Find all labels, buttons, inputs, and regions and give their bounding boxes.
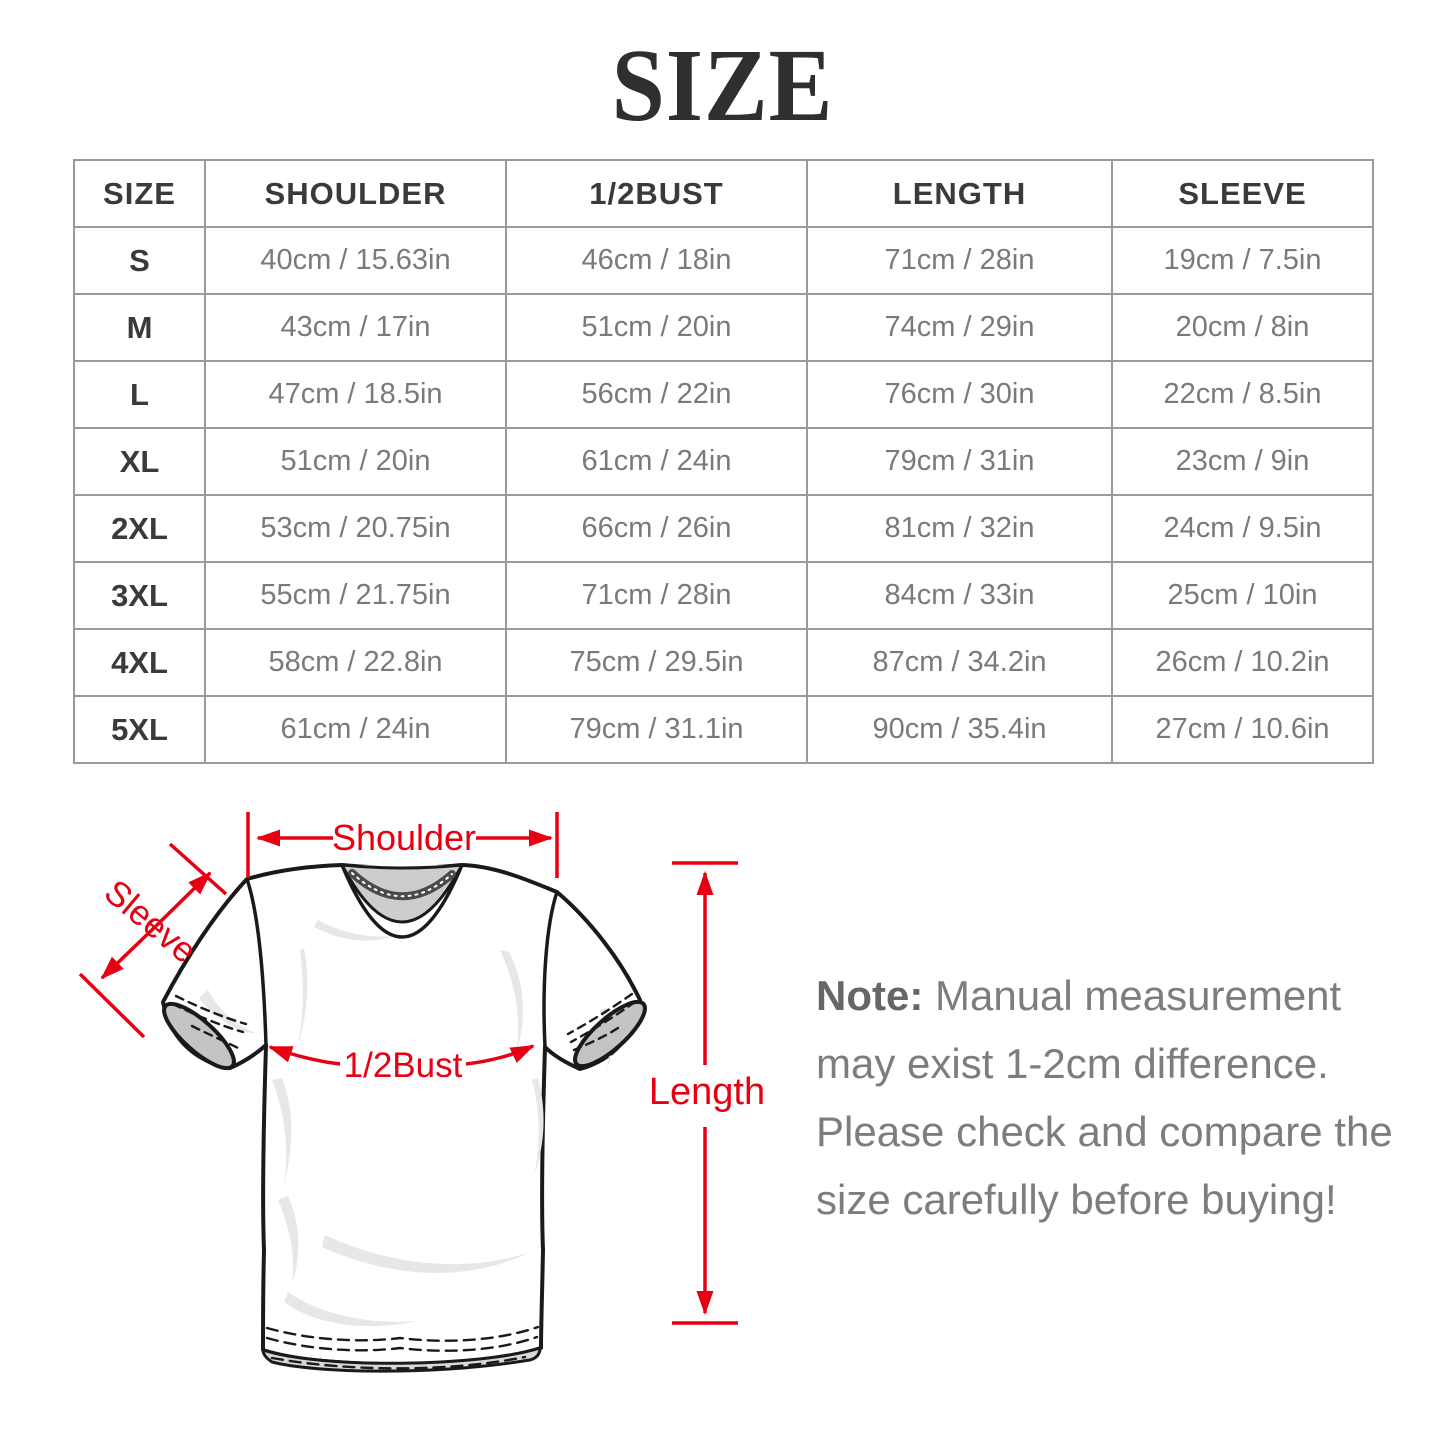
table-header-row: SIZE SHOULDER 1/2BUST LENGTH SLEEVE: [73, 159, 1374, 228]
table-row: 4XL 58cm / 22.8in 75cm / 29.5in 87cm / 3…: [73, 628, 1374, 697]
table-row: S 40cm / 15.63in 46cm / 18in 71cm / 28in…: [73, 226, 1374, 295]
shoulder-cell: 53cm / 20.75in: [204, 494, 507, 563]
length-cell: 90cm / 35.4in: [806, 695, 1113, 764]
length-cell: 71cm / 28in: [806, 226, 1113, 295]
page-title: SIZE: [611, 28, 834, 143]
bust-cell: 61cm / 24in: [505, 427, 808, 496]
shoulder-cell: 55cm / 21.75in: [204, 561, 507, 630]
shoulder-label: Shoulder: [332, 817, 476, 858]
size-cell: 4XL: [73, 628, 206, 697]
note-text: Manual measurement may exist 1-2cm diffe…: [816, 972, 1393, 1224]
bust-measure-arrow: [268, 1044, 535, 1066]
header-shoulder: SHOULDER: [204, 159, 507, 228]
bust-cell: 75cm / 29.5in: [505, 628, 808, 697]
sleeve-measure-arrow: [78, 842, 228, 1039]
header-sleeve: SLEEVE: [1111, 159, 1374, 228]
bust-cell: 51cm / 20in: [505, 293, 808, 362]
header-bust: 1/2BUST: [505, 159, 808, 228]
shoulder-cell: 58cm / 22.8in: [204, 628, 507, 697]
bust-label: 1/2Bust: [344, 1046, 463, 1085]
shoulder-cell: 61cm / 24in: [204, 695, 507, 764]
shoulder-measure-arrow: [246, 812, 559, 878]
size-cell: 5XL: [73, 695, 206, 764]
bust-cell: 46cm / 18in: [505, 226, 808, 295]
table-row: XL 51cm / 20in 61cm / 24in 79cm / 31in 2…: [73, 427, 1374, 496]
armhole-seam-left: [245, 877, 268, 1047]
size-cell: S: [73, 226, 206, 295]
tshirt-body: [161, 863, 642, 1367]
shoulder-cell: 43cm / 17in: [204, 293, 507, 362]
length-cell: 87cm / 34.2in: [806, 628, 1113, 697]
sleeve-cell: 26cm / 10.2in: [1111, 628, 1374, 697]
header-length: LENGTH: [806, 159, 1113, 228]
size-cell: 2XL: [73, 494, 206, 563]
length-cell: 84cm / 33in: [806, 561, 1113, 630]
length-cell: 79cm / 31in: [806, 427, 1113, 496]
shoulder-cell: 47cm / 18.5in: [204, 360, 507, 429]
bust-cell: 79cm / 31.1in: [505, 695, 808, 764]
length-cell: 76cm / 30in: [806, 360, 1113, 429]
size-chart-table: SIZE SHOULDER 1/2BUST LENGTH SLEEVE S 40…: [73, 159, 1374, 764]
bust-cell: 66cm / 26in: [505, 494, 808, 563]
length-cell: 81cm / 32in: [806, 494, 1113, 563]
shoulder-cell: 40cm / 15.63in: [204, 226, 507, 295]
tshirt-diagram: Shoulder Sleeve 1/2Bust Length: [78, 812, 765, 1373]
sleeve-label: Sleeve: [97, 872, 204, 971]
sleeve-cell: 24cm / 9.5in: [1111, 494, 1374, 563]
sleeve-cell: 23cm / 9in: [1111, 427, 1374, 496]
sleeve-cell: 27cm / 10.6in: [1111, 695, 1374, 764]
size-cell: XL: [73, 427, 206, 496]
table-row: 5XL 61cm / 24in 79cm / 31.1in 90cm / 35.…: [73, 695, 1374, 764]
note-label: Note:: [816, 972, 924, 1019]
header-size: SIZE: [73, 159, 206, 228]
bust-cell: 56cm / 22in: [505, 360, 808, 429]
sleeve-cell: 20cm / 8in: [1111, 293, 1374, 362]
hem: [261, 1325, 542, 1373]
sleeve-cell: 22cm / 8.5in: [1111, 360, 1374, 429]
table-row: M 43cm / 17in 51cm / 20in 74cm / 29in 20…: [73, 293, 1374, 362]
note: Note: Manual measurement may exist 1-2cm…: [816, 962, 1416, 1234]
length-measure-arrow: [672, 861, 738, 1325]
size-cell: 3XL: [73, 561, 206, 630]
bust-cell: 71cm / 28in: [505, 561, 808, 630]
table-row: 3XL 55cm / 21.75in 71cm / 28in 84cm / 33…: [73, 561, 1374, 630]
table-row: 2XL 53cm / 20.75in 66cm / 26in 81cm / 32…: [73, 494, 1374, 563]
tshirt-illustration: [161, 863, 647, 1373]
shoulder-cell: 51cm / 20in: [204, 427, 507, 496]
sleeve-cell: 19cm / 7.5in: [1111, 226, 1374, 295]
tshirt-collar: [340, 863, 464, 939]
length-label: Length: [649, 1071, 765, 1113]
size-cell: M: [73, 293, 206, 362]
size-cell: L: [73, 360, 206, 429]
sleeve-cuffs: [162, 992, 647, 1071]
length-cell: 74cm / 29in: [806, 293, 1113, 362]
armhole-seam-right: [542, 890, 559, 1049]
sleeve-cell: 25cm / 10in: [1111, 561, 1374, 630]
table-row: L 47cm / 18.5in 56cm / 22in 76cm / 30in …: [73, 360, 1374, 429]
